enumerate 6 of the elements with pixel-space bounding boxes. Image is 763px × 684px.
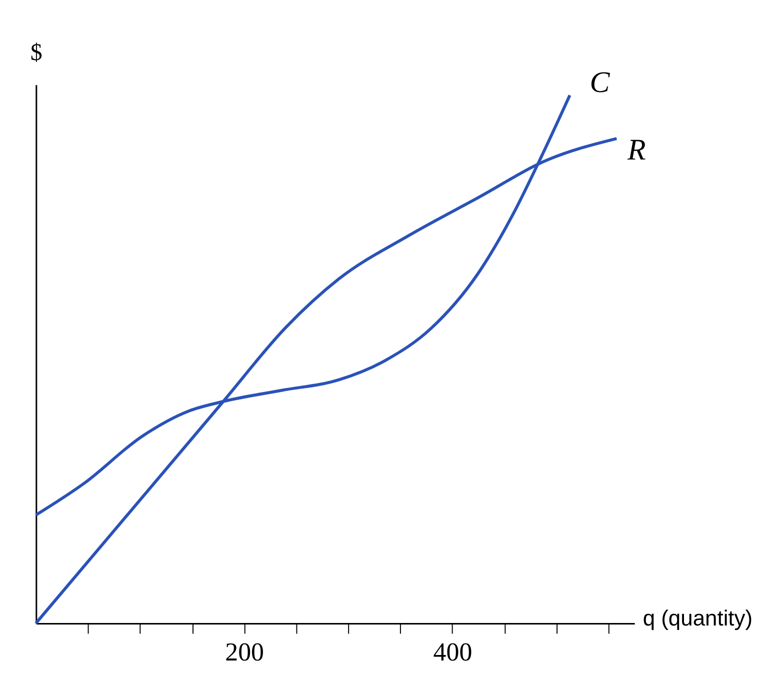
x-tick-label: 200 [225, 638, 264, 667]
x-tick-label: 400 [433, 638, 472, 667]
series-label: C [590, 66, 611, 100]
series-label: R [626, 133, 646, 166]
x-axis-title: q (quantity) [642, 606, 753, 631]
y-axis-title: $ [30, 40, 42, 66]
